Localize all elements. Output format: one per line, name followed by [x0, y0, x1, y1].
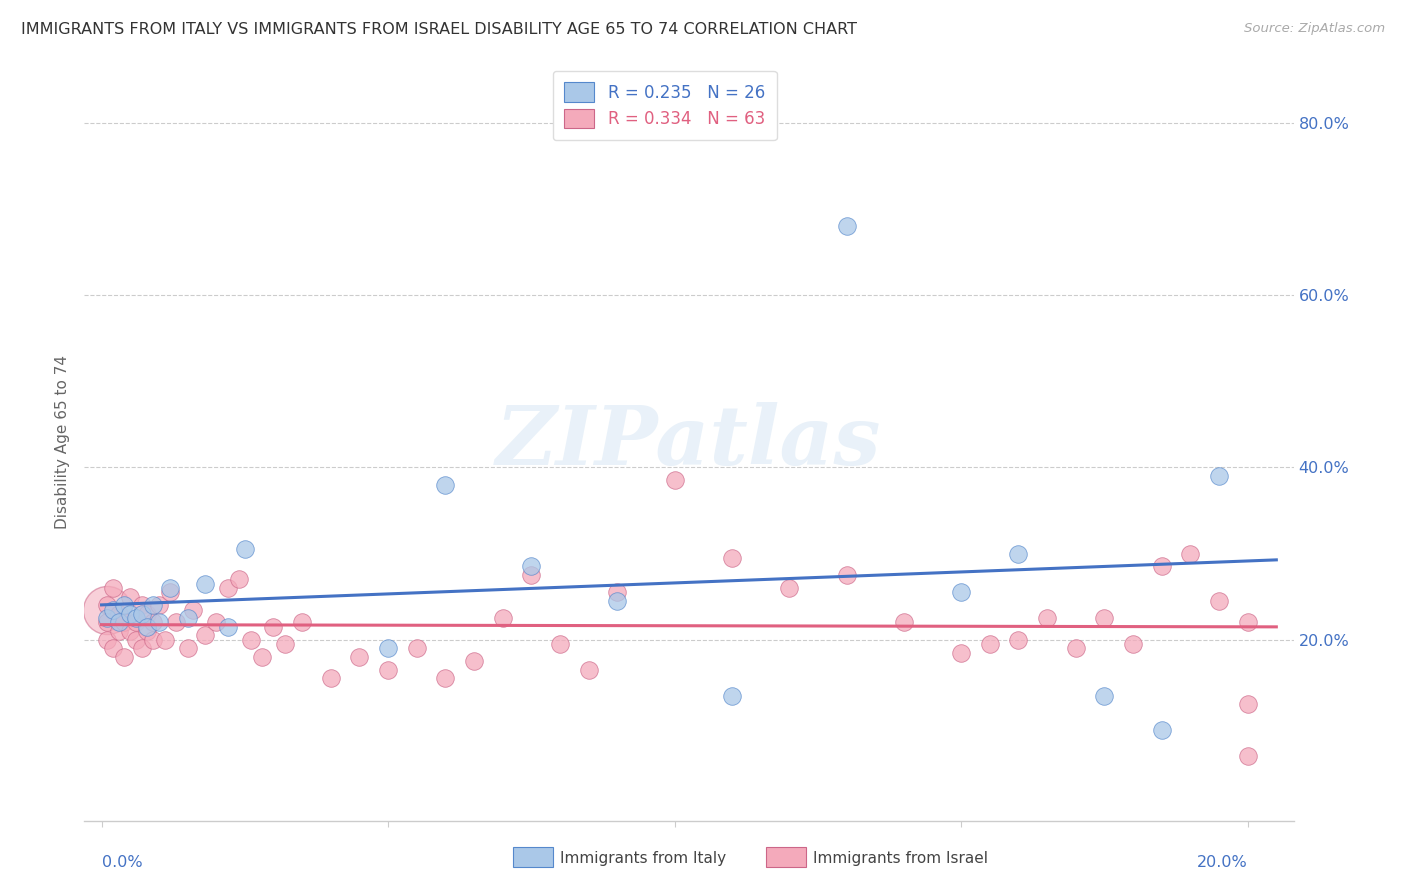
Point — [96, 599, 118, 613]
Point — [142, 615, 165, 630]
Point — [1036, 611, 1059, 625]
Point — [606, 594, 628, 608]
Point — [131, 599, 153, 613]
Point — [159, 581, 181, 595]
Point — [377, 663, 399, 677]
Point — [463, 654, 485, 668]
Point — [291, 615, 314, 630]
Point — [125, 611, 148, 625]
Legend: R = 0.235   N = 26, R = 0.334   N = 63: R = 0.235 N = 26, R = 0.334 N = 63 — [553, 70, 776, 140]
Point — [217, 581, 239, 595]
Point — [205, 615, 228, 630]
Point — [194, 628, 217, 642]
Point — [274, 637, 297, 651]
Point — [1236, 749, 1258, 764]
Point — [114, 615, 136, 630]
Point — [263, 620, 285, 634]
Point — [148, 599, 170, 613]
Point — [233, 542, 256, 557]
Point — [125, 632, 148, 647]
Point — [349, 649, 371, 664]
Point — [96, 602, 118, 616]
Point — [721, 550, 744, 565]
Point — [101, 641, 124, 656]
Point — [548, 637, 571, 651]
Point — [148, 615, 170, 630]
Point — [96, 632, 118, 647]
Point — [131, 641, 153, 656]
Point — [778, 581, 800, 595]
Text: 20.0%: 20.0% — [1197, 855, 1247, 870]
Point — [120, 590, 142, 604]
Point — [950, 585, 973, 599]
Point — [107, 624, 129, 639]
Point — [101, 602, 124, 616]
Point — [120, 607, 142, 621]
Point — [492, 611, 515, 625]
Point — [1180, 547, 1202, 561]
Point — [664, 473, 686, 487]
Point — [165, 615, 187, 630]
Point — [101, 581, 124, 595]
Text: Immigrants from Italy: Immigrants from Italy — [560, 851, 725, 865]
Point — [142, 599, 165, 613]
Point — [239, 632, 262, 647]
Point — [107, 607, 129, 621]
Point — [1007, 632, 1029, 647]
Point — [136, 620, 159, 634]
Point — [136, 624, 159, 639]
Text: IMMIGRANTS FROM ITALY VS IMMIGRANTS FROM ISRAEL DISABILITY AGE 65 TO 74 CORRELAT: IMMIGRANTS FROM ITALY VS IMMIGRANTS FROM… — [21, 22, 858, 37]
Text: ZIPatlas: ZIPatlas — [496, 401, 882, 482]
Point — [606, 585, 628, 599]
Text: Immigrants from Israel: Immigrants from Israel — [813, 851, 987, 865]
Point — [1236, 615, 1258, 630]
Point — [107, 615, 129, 630]
Point — [194, 576, 217, 591]
Point — [1208, 594, 1230, 608]
Point — [319, 672, 342, 686]
Point — [96, 611, 118, 625]
Point — [377, 641, 399, 656]
Point — [1064, 641, 1087, 656]
Point — [181, 602, 204, 616]
Point — [1122, 637, 1144, 651]
Point — [578, 663, 600, 677]
Point — [96, 615, 118, 630]
Y-axis label: Disability Age 65 to 74: Disability Age 65 to 74 — [55, 354, 70, 529]
Point — [520, 559, 543, 574]
Point — [217, 620, 239, 634]
Text: Source: ZipAtlas.com: Source: ZipAtlas.com — [1244, 22, 1385, 36]
Point — [1092, 689, 1115, 703]
Point — [114, 649, 136, 664]
Point — [520, 568, 543, 582]
Point — [1208, 469, 1230, 483]
Point — [434, 477, 457, 491]
Point — [250, 649, 273, 664]
Point — [950, 646, 973, 660]
Point — [1150, 723, 1173, 738]
Point — [405, 641, 427, 656]
Point — [434, 672, 457, 686]
Point — [835, 568, 858, 582]
Point — [159, 585, 181, 599]
Point — [1150, 559, 1173, 574]
Point — [120, 624, 142, 639]
Point — [835, 219, 858, 234]
Point — [136, 607, 159, 621]
Point — [1007, 547, 1029, 561]
Point — [114, 599, 136, 613]
Point — [1092, 611, 1115, 625]
Text: 0.0%: 0.0% — [101, 855, 142, 870]
Point — [1236, 698, 1258, 712]
Point — [176, 641, 198, 656]
Point — [721, 689, 744, 703]
Point — [893, 615, 915, 630]
Point — [142, 632, 165, 647]
Point — [228, 573, 250, 587]
Point — [131, 607, 153, 621]
Point — [153, 632, 176, 647]
Point — [979, 637, 1001, 651]
Point — [176, 611, 198, 625]
Point — [125, 615, 148, 630]
